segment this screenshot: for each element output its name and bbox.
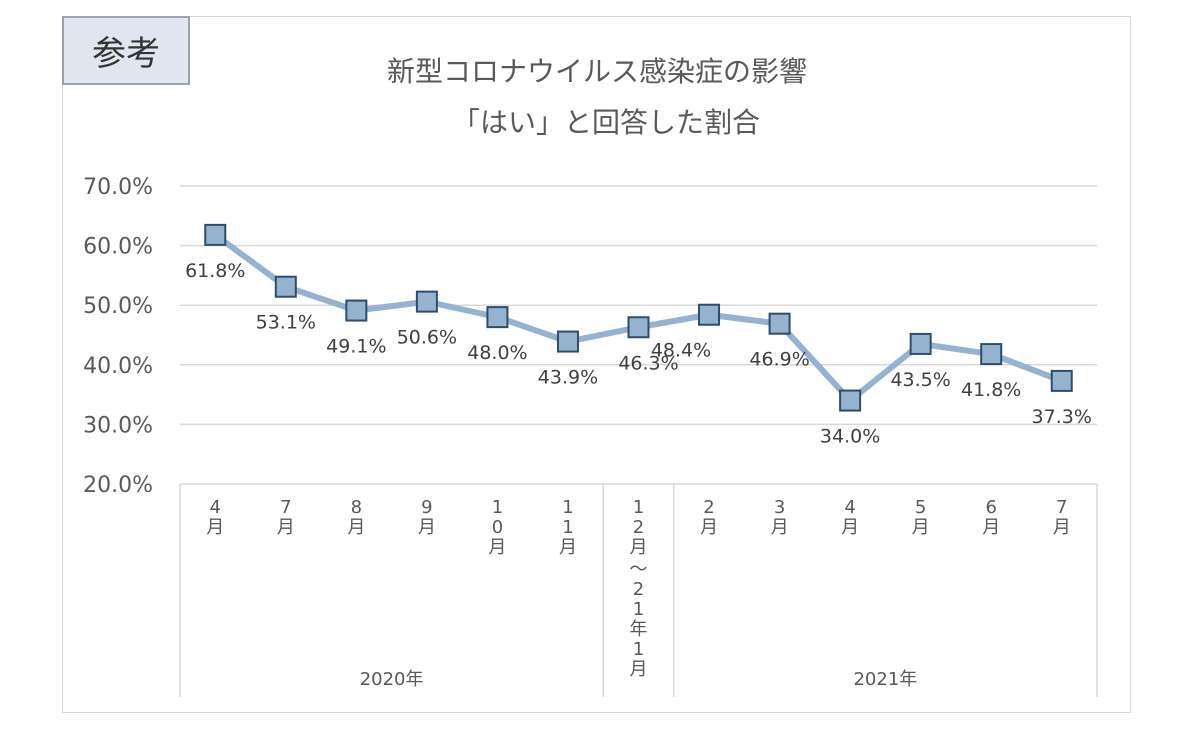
- data-point-marker: [556, 330, 579, 353]
- y-tick-label: 50.0%: [83, 294, 153, 319]
- data-label: 50.6%: [397, 327, 457, 349]
- data-point-marker: [415, 290, 438, 313]
- x-group-label: 2020年: [360, 669, 424, 690]
- y-tick-label: 60.0%: [83, 235, 153, 260]
- data-label: 34.0%: [820, 426, 880, 448]
- y-tick-label: 70.0%: [83, 175, 153, 200]
- data-label: 46.9%: [749, 349, 809, 371]
- reference-badge: 参考: [62, 16, 190, 85]
- chart-subtitle: 「はい」と回答した割合: [451, 106, 760, 139]
- chart-title: 新型コロナウイルス感染症の影響: [386, 55, 807, 88]
- data-label: 53.1%: [256, 312, 316, 334]
- data-label: 46.3%: [618, 352, 678, 374]
- data-point-marker: [204, 223, 227, 246]
- data-label: 43.9%: [538, 367, 598, 389]
- x-group-label: 2021年: [853, 669, 917, 690]
- data-point-marker: [486, 306, 509, 329]
- data-point-marker: [345, 299, 368, 322]
- y-tick-label: 30.0%: [83, 413, 153, 438]
- data-label: 48.4%: [651, 340, 711, 362]
- data-point-marker: [980, 343, 1003, 366]
- data-point-marker: [909, 332, 932, 355]
- data-point-marker: [274, 275, 297, 298]
- data-point-marker: [698, 303, 721, 326]
- data-point-marker: [1050, 369, 1073, 392]
- data-label: 37.3%: [1032, 406, 1092, 428]
- data-point-marker: [839, 389, 862, 412]
- data-point-marker: [768, 312, 791, 335]
- data-label: 41.8%: [961, 379, 1021, 401]
- y-tick-label: 40.0%: [83, 354, 153, 379]
- data-point-marker: [627, 316, 650, 339]
- y-tick-label: 20.0%: [83, 473, 153, 498]
- data-label: 61.8%: [185, 260, 245, 282]
- x-category-label: 1 2 月～ 2 1 年 1 月: [630, 497, 648, 680]
- data-label: 49.1%: [326, 336, 386, 358]
- data-label: 48.0%: [467, 342, 527, 364]
- data-label: 43.5%: [890, 369, 950, 391]
